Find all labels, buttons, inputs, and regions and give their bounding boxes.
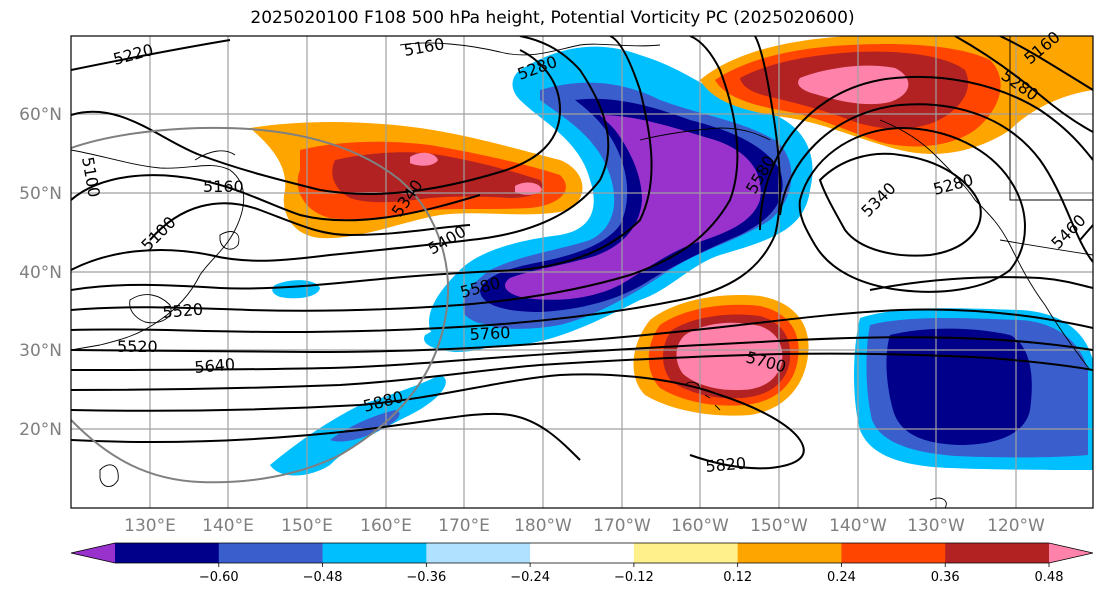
- lon-label: 160°W: [671, 516, 729, 536]
- contour-label: 5520: [117, 337, 158, 356]
- lat-label: 20°N: [19, 420, 62, 440]
- lon-label: 160°E: [360, 516, 412, 536]
- colorbar-outline: [70, 542, 1094, 564]
- colorbar-swatch: [945, 543, 1050, 563]
- colorbar-swatch: [426, 543, 531, 563]
- colorbar-swatch: [218, 543, 324, 563]
- longitude-labels: 130°E 140°E 150°E 160°E 170°E 180°W 170°…: [124, 516, 1045, 536]
- lon-label: 150°E: [281, 516, 333, 536]
- positive-pv-pink-west-1: [410, 152, 438, 166]
- colorbar: −0.60 −0.48 −0.36 −0.24 −0.12 0.12 0.24 0.36 0.4…: [70, 542, 1094, 585]
- lon-label: 130°E: [124, 516, 176, 536]
- positive-pv-pink-west-2: [515, 182, 542, 195]
- lon-label: 120°W: [987, 516, 1045, 536]
- lat-label: 60°N: [19, 105, 62, 125]
- latitude-labels: 60°N 50°N 40°N 30°N 20°N: [19, 105, 62, 440]
- negative-pv-small: [272, 280, 320, 299]
- negative-pv-southwest-royal: [330, 410, 400, 442]
- contour-label: 5160: [203, 177, 244, 196]
- colorbar-tick-label: −0.60: [199, 570, 239, 585]
- lon-label: 130°W: [907, 516, 965, 536]
- map-frame: [70, 35, 1094, 509]
- colorbar-tick-label: 0.48: [1035, 570, 1064, 585]
- colorbar-swatch: [322, 543, 427, 563]
- great-circle: [71, 126, 449, 484]
- coastlines: [71, 36, 1093, 508]
- positive-pv-firebrick-west: [332, 152, 543, 203]
- map-title: 2025020100 F108 500 hPa height, Potentia…: [250, 8, 855, 28]
- negative-pv-east-navy: [886, 328, 1032, 445]
- colorbar-extend-left: [71, 543, 115, 563]
- colorbar-swatch: [633, 543, 739, 563]
- lon-label: 170°E: [438, 516, 490, 536]
- colorbar-swatch: [841, 543, 946, 563]
- contour-label: 5520: [162, 300, 204, 322]
- positive-pv-orange-ne: [1037, 36, 1093, 85]
- lon-label: 140°W: [829, 516, 887, 536]
- lat-label: 40°N: [19, 263, 62, 283]
- colorbar-tick-label: −0.36: [406, 570, 446, 585]
- colorbar-tick-label: 0.24: [827, 570, 856, 585]
- colorbar-tick-label: 0.36: [931, 570, 960, 585]
- height-contours: [71, 36, 1093, 470]
- lat-label: 30°N: [19, 341, 62, 361]
- lon-label: 170°W: [593, 516, 651, 536]
- positive-pv-pink-north: [798, 65, 909, 105]
- colorbar-tick-label: −0.48: [303, 570, 343, 585]
- lon-label: 150°W: [750, 516, 808, 536]
- contour-label: 5640: [194, 355, 236, 377]
- pv-fill-layer: [71, 36, 1093, 508]
- lat-label: 50°N: [19, 184, 62, 204]
- colorbar-swatch: [115, 543, 220, 563]
- colorbar-tick-label: −0.12: [614, 570, 654, 585]
- contour-label: 5820: [705, 454, 747, 476]
- lon-label: 140°E: [202, 516, 254, 536]
- contour-label: 5760: [469, 323, 511, 344]
- colorbar-swatch: [737, 543, 842, 563]
- lon-label: 180°W: [514, 516, 572, 536]
- colorbar-extend-right: [1049, 543, 1093, 563]
- colorbar-tick-label: 0.12: [723, 570, 752, 585]
- negative-pv-purple: [505, 115, 761, 300]
- colorbar-tick-label: −0.24: [510, 570, 550, 585]
- colorbar-swatch: [530, 543, 635, 563]
